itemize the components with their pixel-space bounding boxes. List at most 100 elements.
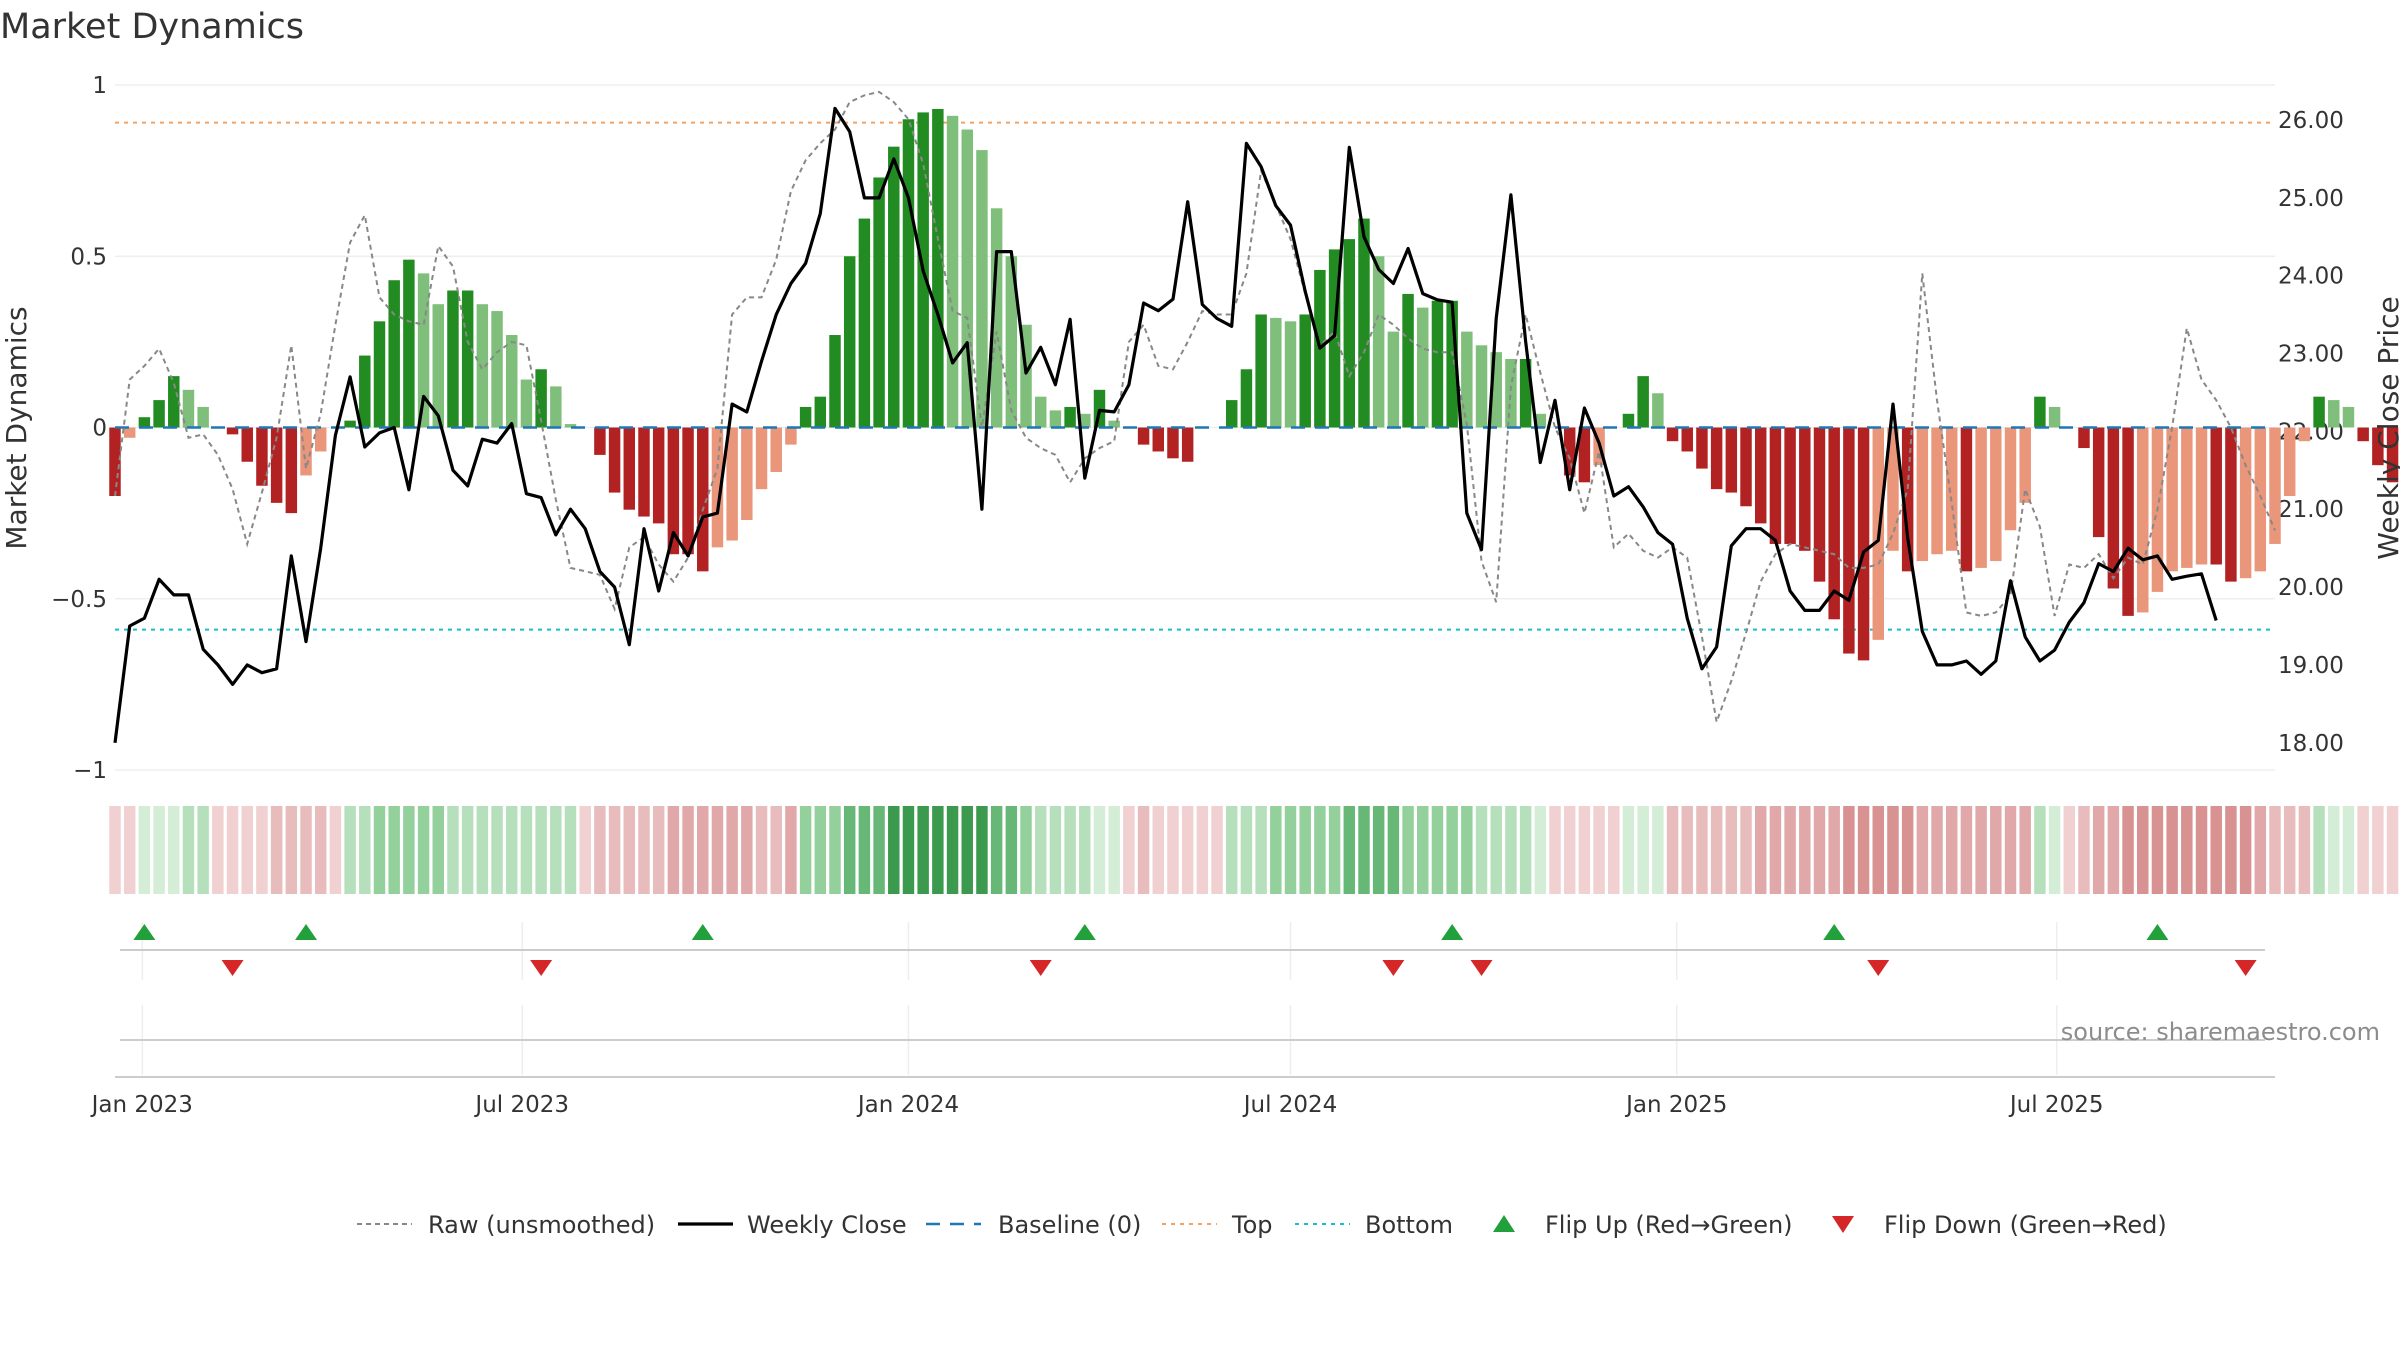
dynamics-bar (1563, 427, 1576, 476)
y-tick-label-left: −1 (73, 758, 107, 784)
dynamics-bar (829, 335, 841, 428)
heat-cell (2210, 806, 2222, 894)
heat-cell (2283, 806, 2296, 894)
heat-cell (1534, 806, 1547, 894)
heat-cell (1652, 806, 1664, 894)
x-tick-label: Jul 2025 (2008, 1092, 2104, 1118)
legend-label: Top (1231, 1211, 1273, 1239)
dynamics-bar (843, 256, 856, 428)
heat-cell (1990, 806, 2002, 894)
dynamics-bar (1461, 331, 1473, 428)
heat-cell (1946, 806, 1958, 894)
heat-cell (344, 806, 356, 894)
heat-cell (403, 806, 415, 894)
heat-cell (1754, 806, 1767, 894)
dynamics-bar (241, 427, 253, 462)
dynamics-bar (270, 427, 283, 503)
dynamics-bar (1916, 427, 1929, 562)
y-tick-label-left: −0.5 (51, 587, 107, 613)
heat-cell (2357, 806, 2369, 894)
dynamics-bar (2137, 427, 2149, 613)
dynamics-bar (1270, 317, 1282, 428)
heat-cell (697, 806, 709, 894)
heat-cell (226, 806, 239, 894)
dynamics-bar (1387, 331, 1400, 428)
heat-cell (168, 806, 180, 894)
dynamics-bar (1901, 427, 1914, 572)
dynamics-bar (300, 427, 312, 476)
dynamics-bar (182, 389, 195, 428)
heat-cell (1255, 806, 1267, 894)
heat-cell (1578, 806, 1591, 894)
heat-cell (1608, 806, 1620, 894)
dynamics-bar (1754, 427, 1767, 524)
dynamics-bar (2019, 427, 2031, 503)
dynamics-bar (1358, 218, 1370, 428)
x-tick-label: Jul 2023 (473, 1092, 569, 1118)
heat-cell (461, 806, 474, 894)
dynamics-bar (1152, 427, 1164, 452)
dynamics-bar (1049, 410, 1062, 428)
dynamics-bar (138, 417, 151, 428)
heat-cell (1622, 806, 1635, 894)
heat-cell (417, 806, 430, 894)
heat-cell (1034, 806, 1047, 894)
heat-cell (1563, 806, 1576, 894)
dynamics-bar (1681, 427, 1693, 452)
heat-cell (300, 806, 312, 894)
dynamics-bar (1710, 427, 1723, 490)
heat-cell (1064, 806, 1076, 894)
heat-strip (109, 806, 2399, 894)
heat-cell (1666, 806, 1679, 894)
heat-cell (638, 806, 650, 894)
dynamics-bar (608, 427, 621, 493)
heat-cell (579, 806, 591, 894)
flip-down-marker (1029, 960, 1052, 976)
dynamics-bar (506, 335, 518, 428)
dynamics-bar (2004, 427, 2017, 531)
y-tick-label-right: 20.00 (2278, 575, 2344, 601)
heat-cell (2269, 806, 2281, 894)
heat-cell (1461, 806, 1473, 894)
heat-cell (1475, 806, 1488, 894)
dynamics-bar (785, 427, 797, 445)
dynamics-bar (1652, 393, 1664, 428)
heat-cell (491, 806, 503, 894)
heat-cell (1960, 806, 1973, 894)
heat-cell (2254, 806, 2267, 894)
flip-up-marker (1441, 924, 1464, 940)
heat-cell (182, 806, 195, 894)
dynamics-bar (1137, 427, 1150, 445)
heat-cell (1328, 806, 1341, 894)
dynamics-bar (344, 420, 356, 428)
heat-cell (917, 806, 929, 894)
legend-label: Flip Down (Green→Red) (1884, 1211, 2167, 1239)
y-tick-label-right: 26.00 (2278, 108, 2344, 134)
heat-cell (814, 806, 827, 894)
dynamics-bar (256, 427, 268, 486)
dynamics-bar (2372, 427, 2384, 466)
heat-cell (270, 806, 283, 894)
dynamics-bar (1475, 345, 1488, 428)
heat-cell (594, 806, 606, 894)
heat-cell (1505, 806, 1517, 894)
heat-cell (1211, 806, 1223, 894)
heat-cell (1681, 806, 1693, 894)
heat-cell (314, 806, 327, 894)
flip-down-marker (530, 960, 553, 976)
flip-down-marker (2234, 960, 2257, 976)
dynamics-bar (726, 427, 738, 541)
heat-cell (109, 806, 121, 894)
dynamics-bar (770, 427, 782, 473)
heat-cell (564, 806, 577, 894)
heat-cell (2166, 806, 2178, 894)
heat-cell (902, 806, 915, 894)
heat-cell (2386, 806, 2399, 894)
dynamics-bar (2048, 406, 2061, 428)
heat-cell (2048, 806, 2061, 894)
dynamics-bar (1813, 427, 1826, 582)
heat-cell (2372, 806, 2384, 894)
dynamics-bar (1490, 352, 1502, 428)
dynamics-bar (682, 427, 694, 555)
heat-cell (858, 806, 871, 894)
